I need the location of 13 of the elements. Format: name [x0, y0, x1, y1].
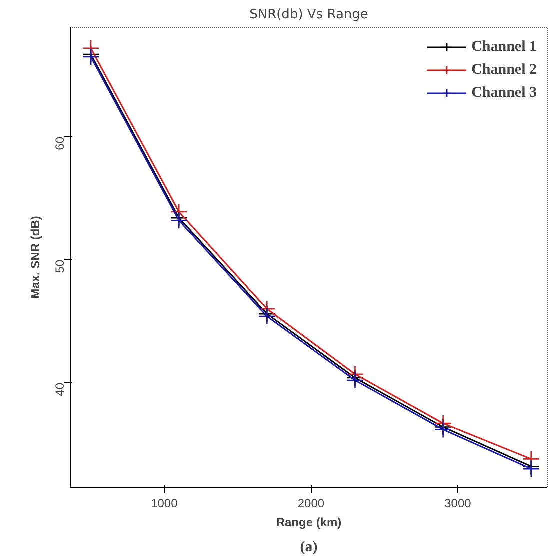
y-tick-label: 40: [53, 382, 67, 396]
y-axis-title: Max. SNR (dB): [28, 216, 42, 299]
x-tick-label: 2000: [298, 496, 325, 510]
x-tick-label: 1000: [151, 496, 178, 510]
legend-label: Channel 3: [472, 84, 537, 102]
chart-title: SNR(db) Vs Range: [250, 8, 368, 22]
y-tick-label: 50: [53, 260, 67, 274]
x-tick-label: 3000: [444, 496, 472, 510]
legend-label: Channel 1: [472, 38, 537, 56]
y-tick-label: 60: [53, 136, 67, 150]
legend-label: Channel 2: [472, 62, 537, 78]
x-axis-title: Range (km): [276, 516, 342, 530]
text: (a): [300, 540, 318, 556]
